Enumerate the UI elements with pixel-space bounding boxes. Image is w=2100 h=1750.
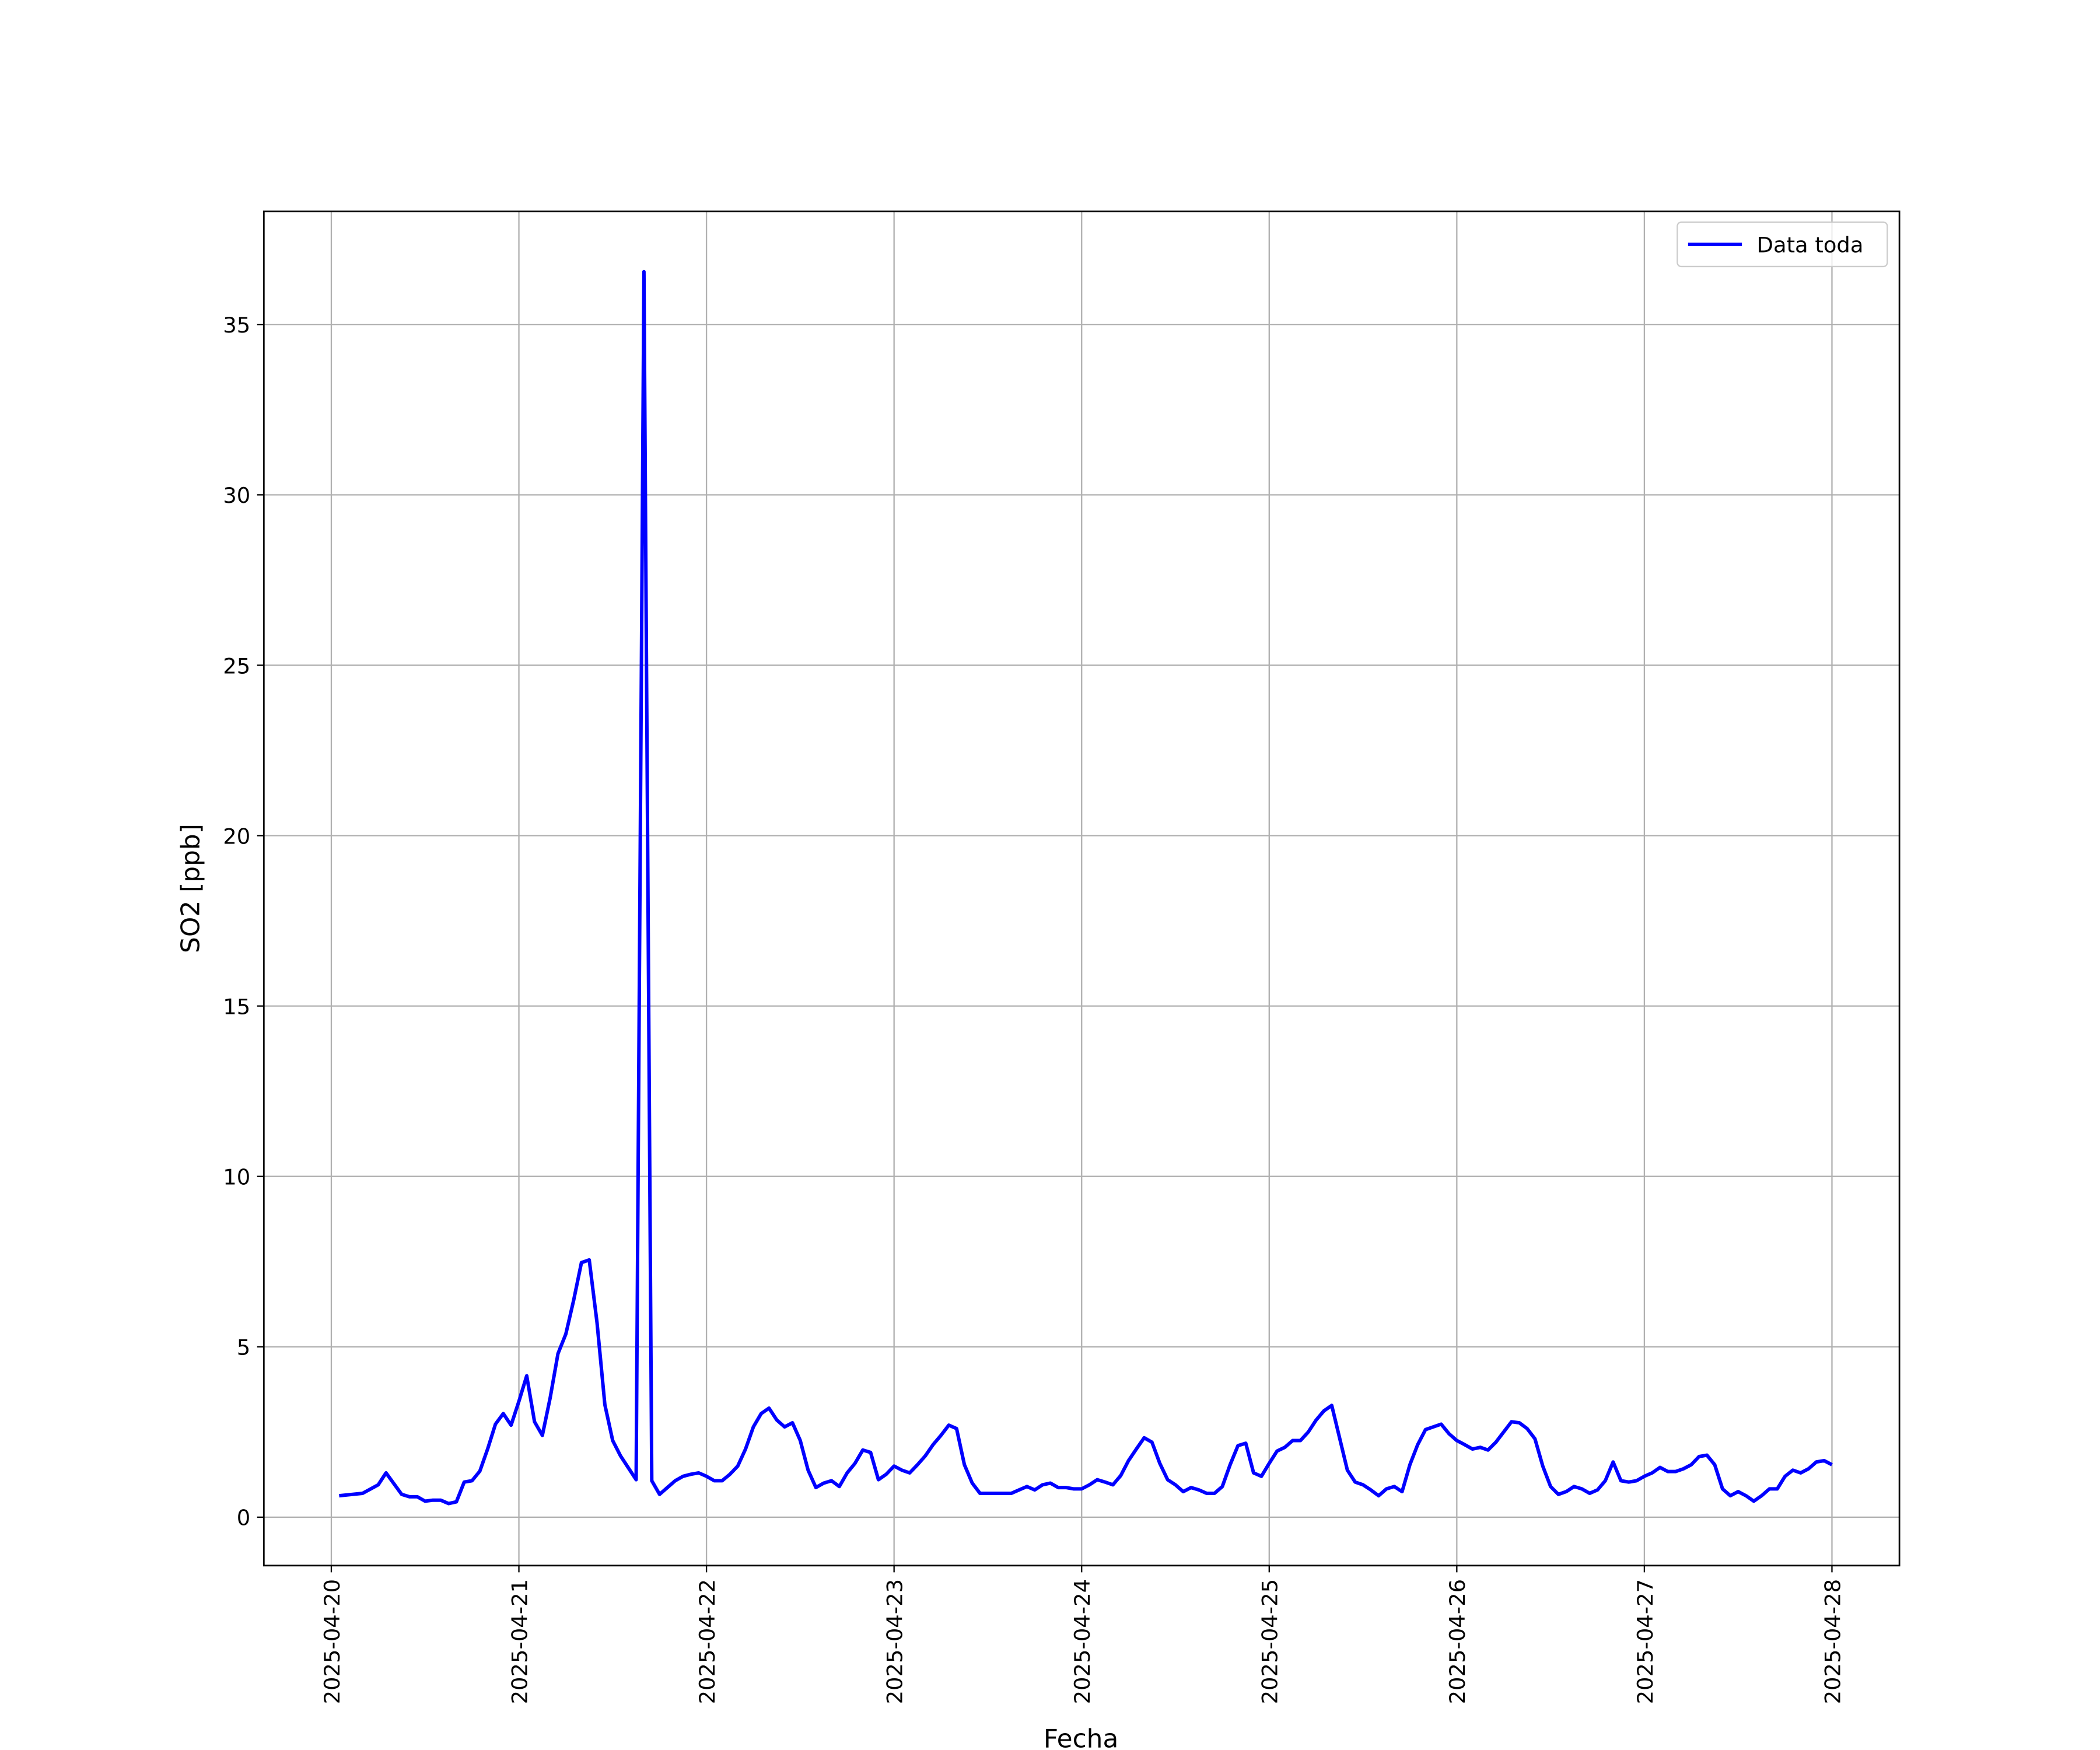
y-tick-label: 30 [223, 483, 250, 508]
y-tick-label: 15 [223, 994, 250, 1019]
x-tick-label: 2025-04-28 [1820, 1579, 1845, 1704]
y-tick-label: 5 [237, 1335, 250, 1360]
y-tick-label: 25 [223, 653, 250, 678]
y-tick-label: 35 [223, 313, 250, 338]
x-tick-label: 2025-04-21 [507, 1579, 532, 1704]
y-tick-label: 0 [237, 1506, 250, 1531]
x-tick-label: 2025-04-24 [1070, 1579, 1095, 1704]
plot-area [339, 270, 1833, 1506]
x-axis-label: Fecha [1044, 1724, 1119, 1750]
data-line [339, 270, 1833, 1506]
y-tick-label: 20 [223, 824, 250, 849]
y-axis-label: SO2 [ppb] [176, 824, 206, 953]
legend-box [1676, 221, 1888, 268]
legend-label: Data toda [1757, 233, 1864, 258]
x-tick-label: 2025-04-22 [695, 1579, 720, 1704]
x-tick-label: 2025-04-25 [1258, 1579, 1283, 1704]
x-tick-label: 2025-04-26 [1445, 1579, 1470, 1704]
x-tick-label: 2025-04-23 [883, 1579, 908, 1704]
x-tick-label: 2025-04-27 [1633, 1579, 1658, 1704]
grid [264, 211, 1900, 1566]
y-tick-label: 10 [223, 1165, 250, 1190]
x-tick-label: 2025-04-20 [320, 1579, 345, 1704]
